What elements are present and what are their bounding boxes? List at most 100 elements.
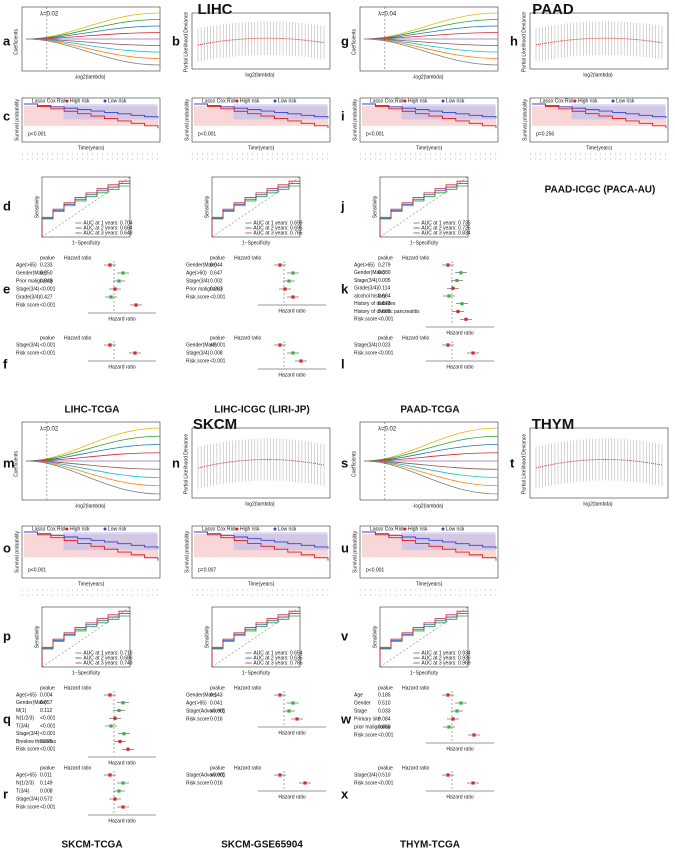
axis-label: Hazard ratio <box>278 372 305 378</box>
point <box>447 725 451 729</box>
axis-label: Survival probability <box>522 99 528 141</box>
point <box>471 351 475 355</box>
section-title: PAAD <box>532 1 574 18</box>
column-header: pvalue <box>378 685 393 691</box>
point <box>121 701 125 705</box>
curve <box>363 435 499 462</box>
curve <box>194 103 329 119</box>
row-label: Age <box>354 692 363 698</box>
panel-letter: f <box>3 356 8 371</box>
lambda-label: λ=0.02 <box>378 427 397 433</box>
row-label: Stage(3/4) <box>186 278 210 284</box>
axis-label: -log2(lambda) <box>413 503 444 509</box>
cohort-label: SKCM-TCGA <box>61 840 122 851</box>
axis-label: Hazard ratio <box>278 794 305 800</box>
point <box>126 747 130 751</box>
column-header: pvalue <box>210 335 225 341</box>
plot-frame <box>529 97 669 143</box>
row-label: Risk score <box>16 804 40 810</box>
row-label: Risk score <box>186 716 210 722</box>
row-label: N(1/2/3) <box>16 780 34 786</box>
axis-label: Hazard ratio <box>446 746 473 752</box>
p-value: 0.005 <box>378 278 391 284</box>
p-value: 0.857 <box>40 700 53 706</box>
p-value: 0.149 <box>40 780 53 786</box>
row-label: Risk score <box>354 732 378 738</box>
legend-marker <box>65 99 69 103</box>
legend-label: AUC at 1 years: 0.735 <box>421 220 470 226</box>
row-label: Gender(Male) <box>16 270 47 276</box>
legend-label: Low risk <box>108 526 127 532</box>
legend-label: High risk <box>408 98 428 104</box>
axis-label: -log2(lambda) <box>75 503 106 509</box>
row-label: Breslow thickness <box>16 739 57 745</box>
p-value: <0.001 <box>40 302 56 308</box>
row-label: Risk score <box>16 302 40 308</box>
cohort-label: PAAD-ICGC (PACA-AU) <box>545 185 656 196</box>
point <box>108 343 112 347</box>
curve <box>25 460 161 495</box>
legend-label: AUC at 2 years: 0.936 <box>421 655 470 661</box>
row-label: prior malignancy <box>354 724 391 730</box>
row-label: Stage(Advanced) <box>186 708 225 714</box>
row-label: Age(>65) <box>186 700 207 706</box>
row-label: Risk score <box>354 350 378 356</box>
p-value: 0.016 <box>210 780 223 786</box>
panel-letter: u <box>341 540 349 555</box>
p-value: p=0.007 <box>198 567 216 573</box>
panel-letter: c <box>3 108 10 123</box>
column-header: pvalue <box>210 765 225 771</box>
p-value: 0.647 <box>210 270 223 276</box>
curve <box>41 610 130 667</box>
row-label: Risk score <box>16 350 40 356</box>
p-value: 0.016 <box>210 716 223 722</box>
axis-label: Sensitivity <box>372 625 378 648</box>
row-label: Age(>65) <box>354 262 375 268</box>
legend-marker <box>441 99 445 103</box>
row-label: Stage <box>354 708 367 714</box>
legend-label: High risk <box>70 526 90 532</box>
p-value: <0.001 <box>40 723 56 729</box>
panel-letter: j <box>340 198 345 213</box>
p-value: 0.672 <box>378 301 391 307</box>
axis-label: 1−Specificity <box>410 240 439 246</box>
point <box>459 701 463 705</box>
row-label: M(1) <box>16 708 27 714</box>
panel-letter: n <box>172 455 180 470</box>
point <box>447 294 451 298</box>
curve <box>211 180 300 237</box>
legend-label: AUC at 1 years: 0.699 <box>253 220 302 226</box>
legend-label: High risk <box>408 526 428 532</box>
point <box>283 287 287 291</box>
legend-marker <box>403 527 407 531</box>
row-label: Stage(3/4) <box>16 286 40 292</box>
legend-label: AUC at 3 years: 0.766 <box>253 660 302 666</box>
row-label: Stage(3/4) <box>354 772 378 778</box>
legend-label: Low risk <box>616 98 635 104</box>
curve <box>532 103 667 119</box>
curve <box>211 610 300 667</box>
curve <box>362 531 497 561</box>
row-label: T(3/4) <box>16 723 30 729</box>
curve <box>363 427 499 462</box>
axis-label: Sensitivity <box>204 625 210 648</box>
legend-marker <box>611 99 615 103</box>
column-header: Hazard ratio <box>64 255 91 261</box>
axis-label: Partial Likelihood Deviance <box>521 12 527 73</box>
point <box>109 724 113 728</box>
section-title: LIHC <box>198 1 233 18</box>
curve <box>194 531 329 549</box>
column-header: pvalue <box>378 765 393 771</box>
point <box>287 709 291 713</box>
point <box>278 693 282 697</box>
p-value: 0.002 <box>210 278 223 284</box>
row-label: Grade(3/4) <box>354 286 379 292</box>
column-header: pvalue <box>40 685 55 691</box>
p-value: <0.001 <box>378 780 394 786</box>
legend-marker <box>403 99 407 103</box>
legend-label: AUC at 3 years: 0.765 <box>253 230 302 236</box>
axis-label: Time(years) <box>248 581 275 587</box>
point <box>121 805 125 809</box>
point <box>108 263 112 267</box>
